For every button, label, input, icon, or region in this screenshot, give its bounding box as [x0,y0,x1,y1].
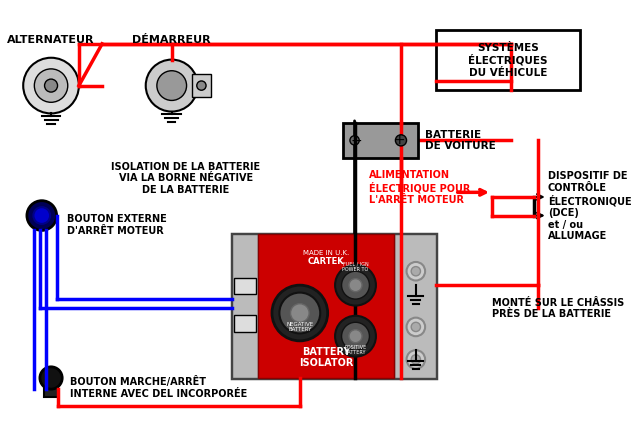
Circle shape [396,135,406,146]
Bar [44,382,58,396]
Bar [232,234,436,378]
Text: ISOLATION DE LA BATTERIE
VIA LA BORNE NÉGATIVE
DE LA BATTERIE: ISOLATION DE LA BATTERIE VIA LA BORNE NÉ… [111,162,260,195]
Text: BOUTON EXTERNE
D'ARRÊT MOTEUR: BOUTON EXTERNE D'ARRÊT MOTEUR [67,214,166,235]
Text: BOUTON MARCHE/ARRÊT
INTERNE AVEC DEL INCORPORÉE: BOUTON MARCHE/ARRÊT INTERNE AVEC DEL INC… [70,376,247,399]
Circle shape [33,207,50,224]
Text: MONTÉ SUR LE CHÂSSIS
PRÈS DE LA BATTERIE: MONTÉ SUR LE CHÂSSIS PRÈS DE LA BATTERIE [492,298,624,319]
Circle shape [146,60,198,112]
Bar [192,74,211,97]
Text: FUEL / IGN: FUEL / IGN [342,261,369,266]
Circle shape [35,69,68,102]
Text: CARTEK: CARTEK [308,258,344,267]
Circle shape [280,292,320,333]
Text: ALTERNATEUR: ALTERNATEUR [7,35,95,44]
Circle shape [342,271,369,299]
Bar [234,315,256,332]
Text: DISPOSITIF DE
CONTRÔLE
ÉLECTRONIQUE
(DCE)
et / ou
ALLUMAGE: DISPOSITIF DE CONTRÔLE ÉLECTRONIQUE (DCE… [548,171,631,241]
Text: POSITIVE: POSITIVE [344,345,367,350]
Bar [394,234,436,378]
Text: SYSTÈMES
ÉLECTRIQUES
DU VÉHICULE: SYSTÈMES ÉLECTRIQUES DU VÉHICULE [468,43,548,77]
Circle shape [411,355,420,364]
Circle shape [157,71,187,101]
Text: BATTERIE
DE VOITURE: BATTERIE DE VOITURE [425,129,496,151]
Text: BATTERY
ISOLATOR: BATTERY ISOLATOR [299,347,353,368]
Circle shape [350,136,359,145]
Circle shape [406,262,425,280]
Circle shape [272,285,328,341]
Text: +: + [394,134,405,147]
Circle shape [291,304,309,322]
Text: ALIMENTATION
ÉLECTRIQUE POUR
L'ARRÊT MOTEUR: ALIMENTATION ÉLECTRIQUE POUR L'ARRÊT MOT… [369,170,471,205]
Circle shape [349,279,362,291]
Bar [232,234,258,378]
Text: BATTERY: BATTERY [288,327,312,332]
Circle shape [411,267,420,276]
Circle shape [349,330,362,343]
Text: BATTERY: BATTERY [345,350,366,356]
Circle shape [27,201,56,231]
Circle shape [23,58,79,113]
Circle shape [335,316,376,356]
Bar [258,234,394,378]
Bar [436,30,580,90]
Circle shape [196,81,206,90]
Text: POWER TO: POWER TO [342,267,369,272]
Text: NEGATIVE: NEGATIVE [286,322,314,327]
Bar [344,123,418,158]
Text: DÉMARREUR: DÉMARREUR [132,35,211,44]
Circle shape [406,318,425,336]
Circle shape [40,367,62,389]
Text: −: − [351,134,362,147]
Circle shape [45,79,58,92]
Circle shape [342,322,369,350]
Circle shape [406,350,425,369]
Circle shape [411,322,420,332]
Circle shape [335,265,376,306]
Bar [234,278,256,295]
Text: MADE IN U.K.: MADE IN U.K. [303,250,349,256]
